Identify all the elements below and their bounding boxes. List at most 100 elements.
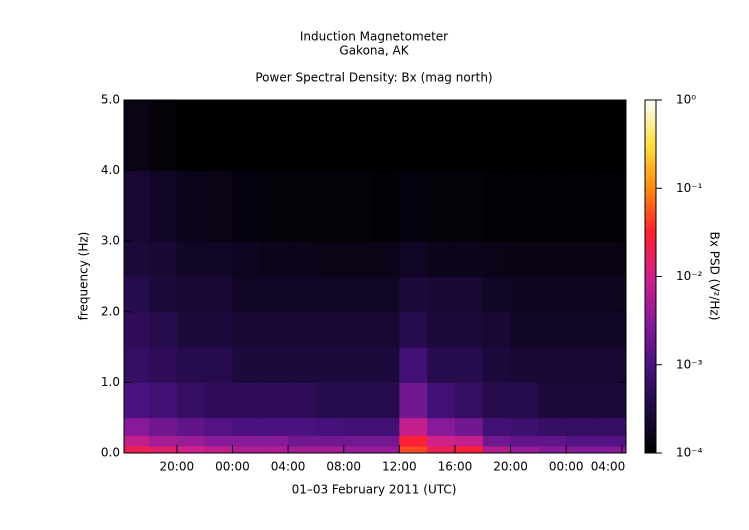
psd-cell — [594, 276, 623, 313]
psd-cell — [232, 241, 261, 277]
psd-cell — [371, 100, 400, 172]
psd-cell — [260, 241, 289, 277]
psd-cell — [343, 311, 373, 348]
x-axis-label: 01–03 February 2011 (UTC) — [292, 483, 457, 497]
psd-cell — [621, 311, 626, 348]
psd-cell — [232, 311, 261, 348]
x-tick-label: 04:00 — [591, 460, 626, 474]
psd-cell — [427, 347, 456, 383]
psd-cell — [566, 382, 595, 419]
psd-cell — [204, 100, 233, 172]
psd-cell — [427, 417, 456, 436]
psd-cell — [343, 276, 373, 313]
psd-cell — [149, 241, 178, 277]
psd-cell — [594, 311, 623, 348]
psd-cell — [371, 382, 400, 419]
colorbar-tick-label: 10⁰ — [676, 93, 696, 107]
psd-cell — [538, 347, 567, 383]
psd-cell — [427, 445, 456, 453]
psd-cell — [315, 382, 345, 419]
psd-cell — [343, 435, 373, 447]
psd-cell — [621, 241, 626, 277]
psd-cell — [288, 445, 317, 453]
psd-cell — [204, 241, 233, 277]
psd-cell — [538, 170, 567, 242]
psd-cell — [204, 417, 233, 436]
psd-cell — [371, 170, 400, 242]
psd-cell — [288, 435, 317, 447]
psd-cell — [454, 170, 484, 242]
psd-cell — [176, 347, 206, 383]
psd-cell — [621, 170, 626, 242]
psd-cell — [204, 435, 233, 447]
psd-cell — [621, 417, 626, 436]
psd-cell — [482, 311, 512, 348]
psd-cell — [149, 100, 178, 172]
psd-cell — [232, 170, 261, 242]
psd-cell — [621, 445, 626, 453]
psd-cell — [594, 435, 623, 447]
psd-cell — [288, 241, 317, 277]
psd-cell — [343, 170, 373, 242]
psd-cell — [399, 276, 428, 313]
psd-cell — [621, 100, 626, 172]
psd-cell — [176, 100, 206, 172]
psd-cell — [288, 417, 317, 436]
x-tick-label: 00:00 — [549, 460, 584, 474]
psd-cell — [594, 170, 623, 242]
psd-cell — [594, 241, 623, 277]
psd-cell — [427, 241, 456, 277]
psd-cell — [510, 276, 539, 313]
psd-cell — [371, 347, 400, 383]
psd-cell — [149, 276, 178, 313]
psd-cell — [399, 170, 428, 242]
psd-cell — [427, 170, 456, 242]
psd-cell — [538, 100, 567, 172]
psd-cell — [482, 276, 512, 313]
psd-cell — [288, 276, 317, 313]
psd-cell — [510, 445, 539, 453]
psd-cell — [315, 170, 345, 242]
psd-cell — [538, 445, 567, 453]
psd-cell — [399, 382, 428, 419]
colorbar-tick-label: 10⁻¹ — [676, 181, 703, 195]
psd-cell — [510, 417, 539, 436]
psd-cell — [176, 241, 206, 277]
spectrogram — [124, 100, 626, 453]
psd-cell — [399, 417, 428, 436]
psd-cell — [371, 241, 400, 277]
psd-cell — [343, 445, 373, 453]
psd-cell — [204, 311, 233, 348]
psd-cell — [149, 445, 178, 453]
y-tick-label: 3.0 — [101, 234, 120, 248]
psd-cell — [315, 276, 345, 313]
psd-cell — [260, 276, 289, 313]
psd-cell — [510, 311, 539, 348]
psd-cell — [176, 382, 206, 419]
x-tick-label: 20:00 — [493, 460, 528, 474]
psd-cell — [124, 445, 150, 453]
psd-cell — [232, 100, 261, 172]
psd-cell — [124, 311, 150, 348]
psd-cell — [124, 170, 150, 242]
psd-cell — [124, 435, 150, 447]
psd-cell — [176, 170, 206, 242]
psd-cell — [260, 100, 289, 172]
colorbar-tick-label: 10⁻⁴ — [676, 446, 703, 460]
psd-cell — [399, 435, 428, 447]
psd-cell — [371, 435, 400, 447]
psd-cell — [315, 347, 345, 383]
psd-cell — [371, 445, 400, 453]
psd-cell — [566, 241, 595, 277]
psd-cell — [124, 347, 150, 383]
psd-cell — [482, 445, 512, 453]
psd-cell — [594, 417, 623, 436]
psd-cell — [371, 276, 400, 313]
psd-cell — [510, 100, 539, 172]
psd-cell — [482, 241, 512, 277]
psd-cell — [288, 347, 317, 383]
psd-cell — [260, 311, 289, 348]
x-tick-label: 08:00 — [326, 460, 361, 474]
psd-cell — [482, 347, 512, 383]
